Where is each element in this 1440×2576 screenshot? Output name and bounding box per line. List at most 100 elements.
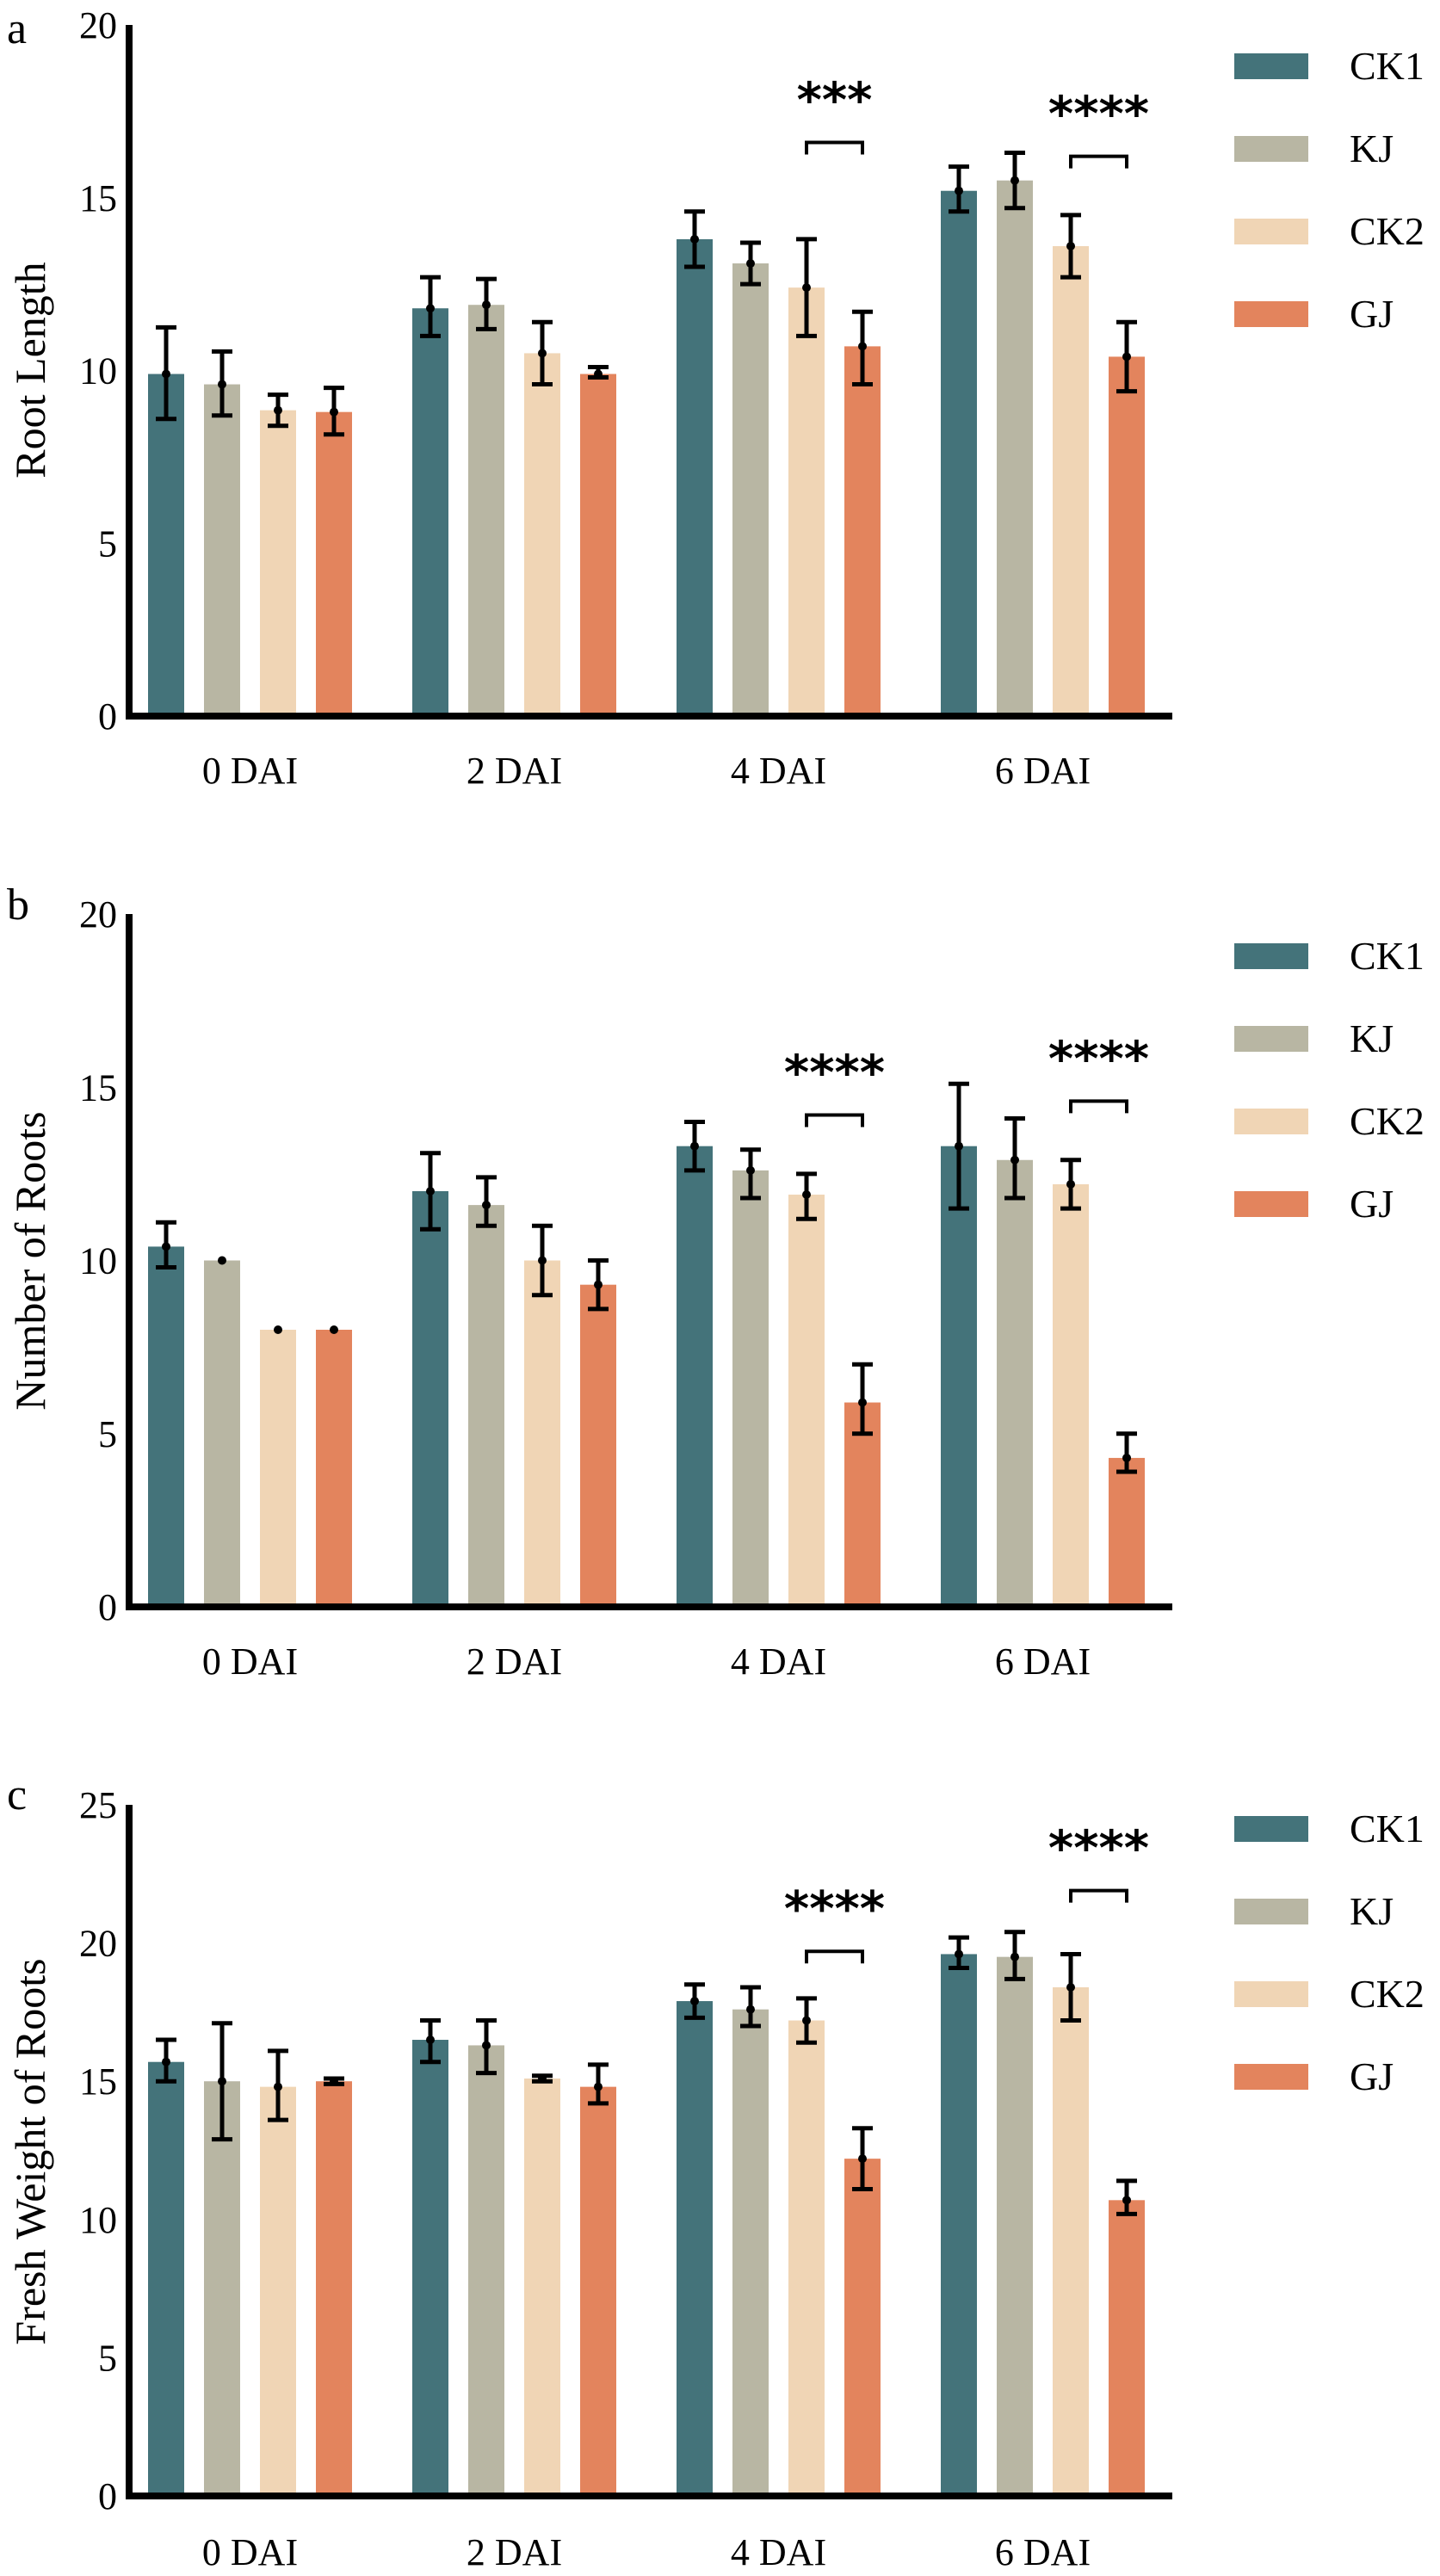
significance-stars: **** (784, 1045, 885, 1101)
mean-point (482, 300, 491, 310)
bar-ck2-4-dai (788, 1195, 825, 1607)
y-tick-label: 10 (79, 1240, 117, 1282)
bar-ck2-6-dai (1053, 1986, 1089, 2496)
mean-point (218, 380, 226, 389)
mean-point (690, 1997, 699, 2006)
mean-point (858, 342, 867, 351)
bar-ck2-6-dai (1053, 245, 1089, 717)
mean-point (482, 2041, 491, 2050)
bar-ck2-0-dai (260, 1330, 296, 1607)
legend-label-gj: GJ (1350, 2054, 1394, 2098)
y-tick-label: 5 (98, 2337, 117, 2379)
x-category-label: 0 DAI (202, 2531, 298, 2573)
legend-label-ck2: CK2 (1350, 1972, 1425, 2016)
legend-label-gj: GJ (1350, 292, 1394, 336)
significance-stars: **** (1048, 1821, 1149, 1877)
x-category-label: 0 DAI (202, 750, 298, 792)
bar-kj-0-dai (204, 2081, 240, 2496)
mean-point (218, 2077, 226, 2086)
bar-kj-4-dai (732, 1170, 769, 1607)
significance-stars: **** (1048, 87, 1149, 143)
significance-stars: **** (1048, 1031, 1149, 1087)
significance-stars: *** (797, 73, 873, 129)
legend-label-kj: KJ (1350, 127, 1394, 170)
mean-point (690, 234, 699, 244)
mean-point (1122, 2196, 1131, 2205)
x-category-label: 0 DAI (202, 1640, 298, 1683)
legend-swatch-gj (1234, 301, 1308, 327)
bar-ck1-0-dai (148, 1246, 184, 1607)
mean-point (594, 1280, 603, 1289)
mean-point (690, 1141, 699, 1151)
y-tick-label: 5 (98, 1413, 117, 1455)
x-category-label: 2 DAI (467, 2531, 562, 2573)
y-tick-label: 10 (79, 2199, 117, 2241)
x-category-label: 4 DAI (731, 750, 826, 792)
significance-bracket (805, 1949, 864, 1964)
mean-point (218, 1256, 226, 1265)
y-tick-label: 0 (98, 1586, 117, 1628)
mean-point (594, 369, 603, 379)
significance-bracket (805, 1113, 864, 1127)
significance-stars: **** (784, 1881, 885, 1937)
bar-ck2-2-dai (524, 1260, 560, 1607)
legend-swatch-ck2 (1234, 219, 1308, 244)
y-tick-label: 15 (79, 1066, 117, 1109)
mean-point (274, 405, 282, 415)
panel-a: a Root Length 0 5 10 15 20 0 DAI 2 DAI 4 DAI 6 D… (6, 4, 1425, 792)
y-tick-label: 20 (79, 893, 117, 936)
mean-point (955, 186, 963, 195)
significance-bracket (1069, 154, 1128, 169)
legend-swatch-ck2 (1234, 1109, 1308, 1134)
legend-swatch-kj (1234, 1026, 1308, 1052)
bar-ck2-2-dai (524, 2078, 560, 2496)
legend-label-ck1: CK1 (1350, 934, 1425, 978)
mean-point (1010, 1952, 1019, 1961)
bar-gj-0-dai (316, 411, 352, 716)
panel-letter: b (7, 880, 29, 930)
y-tick-label: 20 (79, 1923, 117, 1965)
mean-point (858, 2154, 867, 2164)
bar-ck1-4-dai (677, 238, 713, 716)
bar-kj-0-dai (204, 1260, 240, 1607)
bar-kj-2-dai (468, 1205, 504, 1607)
bar-ck1-2-dai (412, 308, 448, 716)
legend-swatch-gj (1234, 2064, 1308, 2090)
bar-gj-4-dai (844, 2159, 881, 2496)
mean-point (162, 2057, 170, 2066)
bar-ck1-6-dai (941, 1954, 977, 2496)
legend-swatch-ck2 (1234, 1981, 1308, 2007)
panel-c: c Fresh Weight of Roots 0 5 10 15 20 25 0 DAI 2… (6, 1770, 1425, 2573)
bar-gj-2-dai (580, 374, 616, 716)
y-tick-label: 25 (79, 1784, 117, 1826)
y-tick-label: 0 (98, 2475, 117, 2517)
bar-ck1-0-dai (148, 374, 184, 716)
significance-bracket (1069, 1888, 1128, 1903)
mean-point (330, 407, 338, 417)
bar-ck1-6-dai (941, 1146, 977, 1607)
mean-point (802, 283, 811, 293)
bar-ck2-6-dai (1053, 1183, 1089, 1607)
x-category-label: 2 DAI (467, 750, 562, 792)
bar-ck1-2-dai (412, 1191, 448, 1607)
bar-ck2-0-dai (260, 2086, 296, 2496)
mean-point (858, 1398, 867, 1407)
y-axis-title: Root Length (6, 262, 54, 478)
bar-kj-2-dai (468, 2045, 504, 2496)
mean-point (538, 349, 547, 358)
significance-bracket (805, 140, 864, 155)
mean-point (1122, 1453, 1131, 1462)
bar-kj-6-dai (997, 1159, 1033, 1607)
bar-kj-4-dai (732, 2009, 769, 2496)
bar-kj-6-dai (997, 180, 1033, 717)
mean-point (802, 2016, 811, 2025)
mean-point (746, 1165, 755, 1175)
y-axis-title: Number of Roots (6, 1111, 54, 1410)
bar-ck1-4-dai (677, 1146, 713, 1607)
mean-point (1066, 1982, 1075, 1992)
x-category-label: 6 DAI (995, 750, 1091, 792)
bar-gj-6-dai (1109, 1457, 1145, 1607)
y-tick-label: 0 (98, 695, 117, 738)
mean-point (426, 1187, 435, 1195)
legend-label-kj: KJ (1350, 1016, 1394, 1060)
